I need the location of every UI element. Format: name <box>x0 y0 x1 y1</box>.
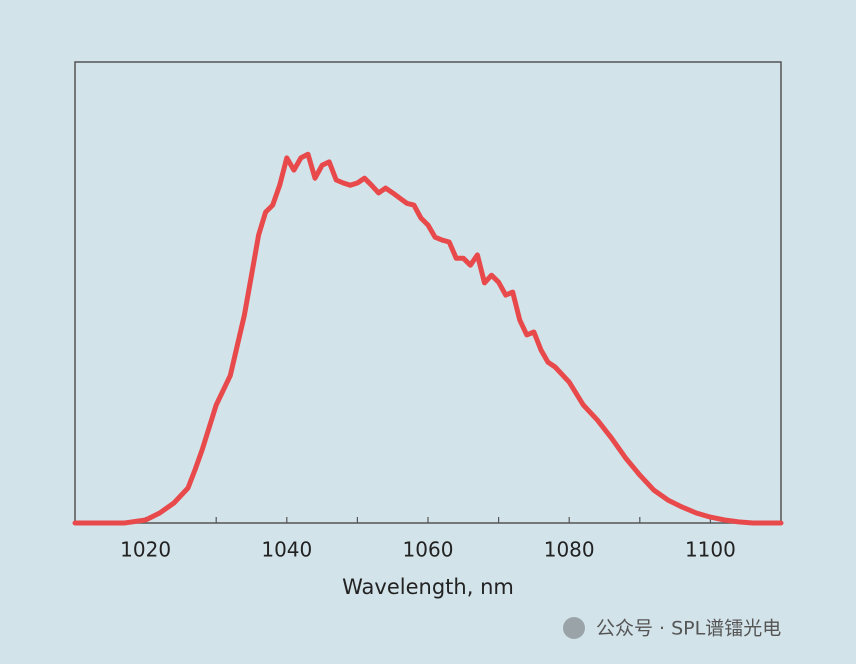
watermark: 公众号 · SPL谱镭光电 <box>596 618 781 640</box>
x-tick-label: 1080 <box>544 538 595 562</box>
watermark-group: 公众号 · SPL谱镭光电 <box>563 617 781 640</box>
x-tick-label: 1060 <box>403 538 454 562</box>
watermark-icon <box>563 617 585 639</box>
x-tick-label: 1020 <box>120 538 171 562</box>
x-axis-label: Wavelength, nm <box>342 575 514 599</box>
x-tick-label: 1100 <box>685 538 736 562</box>
x-tick-label: 1040 <box>261 538 312 562</box>
spectrum-line <box>72 151 784 526</box>
